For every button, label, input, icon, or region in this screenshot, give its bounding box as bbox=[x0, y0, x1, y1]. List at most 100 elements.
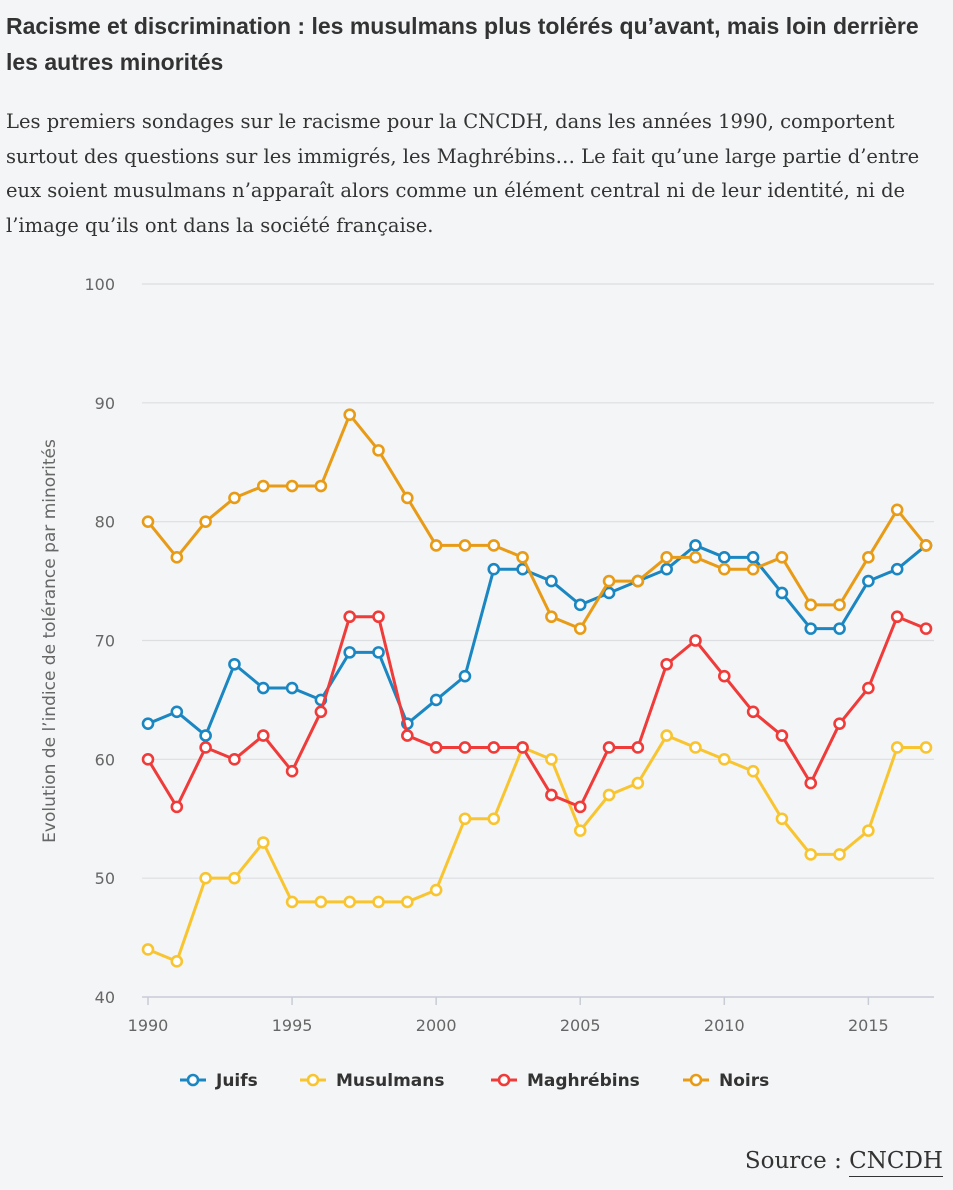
data-point-juifs[interactable] bbox=[429, 693, 443, 707]
data-point-maghrebins[interactable] bbox=[746, 705, 760, 719]
data-point-musulmans[interactable] bbox=[890, 741, 904, 754]
data-point-noirs[interactable] bbox=[631, 574, 645, 588]
data-point-juifs[interactable] bbox=[717, 551, 731, 564]
legend-item-musulmans[interactable]: Musulmans bbox=[300, 1071, 444, 1091]
data-point-maghrebins[interactable] bbox=[573, 800, 587, 814]
data-point-noirs[interactable] bbox=[689, 551, 702, 564]
data-point-maghrebins[interactable] bbox=[314, 705, 328, 719]
data-point-musulmans[interactable] bbox=[717, 753, 731, 766]
data-point-maghrebins[interactable] bbox=[141, 753, 155, 766]
data-point-noirs[interactable] bbox=[775, 551, 789, 564]
data-point-noirs[interactable] bbox=[919, 539, 933, 552]
data-point-juifs[interactable] bbox=[602, 586, 616, 600]
data-point-noirs[interactable] bbox=[199, 515, 212, 528]
data-point-musulmans[interactable] bbox=[170, 955, 184, 968]
data-point-juifs[interactable] bbox=[890, 562, 904, 576]
data-point-juifs[interactable] bbox=[141, 717, 155, 730]
data-point-musulmans[interactable] bbox=[660, 729, 673, 742]
data-point-juifs[interactable] bbox=[285, 681, 299, 695]
data-point-noirs[interactable] bbox=[141, 515, 155, 528]
data-point-musulmans[interactable] bbox=[631, 776, 645, 790]
data-point-juifs[interactable] bbox=[170, 705, 184, 719]
data-point-maghrebins[interactable] bbox=[429, 741, 443, 754]
data-point-maghrebins[interactable] bbox=[862, 681, 875, 695]
data-point-maghrebins[interactable] bbox=[717, 669, 731, 683]
data-point-juifs[interactable] bbox=[199, 729, 212, 742]
data-point-juifs[interactable] bbox=[689, 539, 702, 552]
data-point-noirs[interactable] bbox=[228, 491, 241, 505]
data-point-musulmans[interactable] bbox=[689, 741, 702, 754]
data-point-maghrebins[interactable] bbox=[545, 788, 558, 802]
data-point-noirs[interactable] bbox=[602, 574, 616, 588]
data-point-noirs[interactable] bbox=[285, 479, 299, 493]
data-point-musulmans[interactable] bbox=[429, 883, 443, 897]
data-point-musulmans[interactable] bbox=[199, 871, 212, 885]
data-point-musulmans[interactable] bbox=[804, 848, 818, 861]
data-point-maghrebins[interactable] bbox=[689, 634, 702, 647]
data-point-noirs[interactable] bbox=[170, 551, 184, 564]
legend-item-maghrebins[interactable]: Maghrébins bbox=[491, 1071, 640, 1091]
data-point-musulmans[interactable] bbox=[545, 753, 558, 766]
data-point-juifs[interactable] bbox=[372, 646, 385, 659]
data-point-musulmans[interactable] bbox=[285, 895, 299, 909]
legend[interactable]: Juifs Musulmans Maghrébins Noirs bbox=[180, 1071, 769, 1091]
data-point-noirs[interactable] bbox=[429, 539, 443, 552]
data-point-musulmans[interactable] bbox=[833, 848, 846, 861]
data-point-noirs[interactable] bbox=[372, 444, 385, 457]
data-point-maghrebins[interactable] bbox=[199, 741, 212, 754]
data-point-maghrebins[interactable] bbox=[256, 729, 270, 742]
data-point-maghrebins[interactable] bbox=[804, 776, 818, 790]
data-point-juifs[interactable] bbox=[545, 574, 558, 588]
data-point-noirs[interactable] bbox=[516, 551, 529, 564]
data-point-maghrebins[interactable] bbox=[170, 800, 184, 814]
data-point-maghrebins[interactable] bbox=[890, 610, 904, 624]
data-point-juifs[interactable] bbox=[660, 562, 673, 576]
data-point-maghrebins[interactable] bbox=[602, 741, 616, 754]
data-point-noirs[interactable] bbox=[314, 479, 328, 493]
data-point-maghrebins[interactable] bbox=[228, 753, 241, 766]
legend-item-noirs[interactable]: Noirs bbox=[683, 1071, 769, 1091]
data-point-musulmans[interactable] bbox=[458, 812, 472, 826]
data-point-musulmans[interactable] bbox=[573, 824, 587, 837]
data-point-noirs[interactable] bbox=[660, 551, 673, 564]
data-point-noirs[interactable] bbox=[890, 503, 904, 517]
data-point-juifs[interactable] bbox=[228, 657, 241, 671]
data-point-noirs[interactable] bbox=[804, 598, 818, 612]
data-point-noirs[interactable] bbox=[862, 551, 875, 564]
data-point-maghrebins[interactable] bbox=[285, 764, 299, 778]
data-point-maghrebins[interactable] bbox=[660, 657, 673, 671]
data-point-maghrebins[interactable] bbox=[516, 741, 529, 754]
source-link[interactable]: CNCDH bbox=[849, 1148, 943, 1177]
data-point-juifs[interactable] bbox=[746, 551, 760, 564]
data-point-noirs[interactable] bbox=[458, 539, 472, 552]
data-point-maghrebins[interactable] bbox=[458, 741, 472, 754]
data-point-maghrebins[interactable] bbox=[775, 729, 789, 742]
data-point-musulmans[interactable] bbox=[141, 943, 155, 956]
legend-item-juifs[interactable]: Juifs bbox=[180, 1071, 258, 1091]
data-point-musulmans[interactable] bbox=[919, 741, 933, 754]
data-point-maghrebins[interactable] bbox=[401, 729, 414, 742]
data-point-musulmans[interactable] bbox=[343, 895, 357, 909]
data-point-noirs[interactable] bbox=[545, 610, 558, 624]
data-point-noirs[interactable] bbox=[343, 408, 357, 422]
data-point-juifs[interactable] bbox=[775, 586, 789, 600]
data-point-musulmans[interactable] bbox=[401, 895, 414, 909]
data-point-musulmans[interactable] bbox=[602, 788, 616, 802]
data-point-musulmans[interactable] bbox=[256, 836, 270, 849]
data-point-maghrebins[interactable] bbox=[343, 610, 357, 624]
data-point-noirs[interactable] bbox=[717, 562, 731, 576]
data-point-musulmans[interactable] bbox=[314, 895, 328, 909]
data-point-maghrebins[interactable] bbox=[487, 741, 501, 754]
data-point-juifs[interactable] bbox=[256, 681, 270, 695]
data-point-maghrebins[interactable] bbox=[833, 717, 846, 730]
data-point-maghrebins[interactable] bbox=[919, 622, 933, 635]
data-point-musulmans[interactable] bbox=[372, 895, 385, 909]
data-point-maghrebins[interactable] bbox=[631, 741, 645, 754]
data-point-musulmans[interactable] bbox=[228, 871, 241, 885]
data-point-noirs[interactable] bbox=[487, 539, 501, 552]
data-point-maghrebins[interactable] bbox=[372, 610, 385, 624]
data-point-noirs[interactable] bbox=[833, 598, 846, 612]
data-point-juifs[interactable] bbox=[487, 562, 501, 576]
data-point-juifs[interactable] bbox=[804, 622, 818, 635]
data-point-musulmans[interactable] bbox=[862, 824, 875, 837]
